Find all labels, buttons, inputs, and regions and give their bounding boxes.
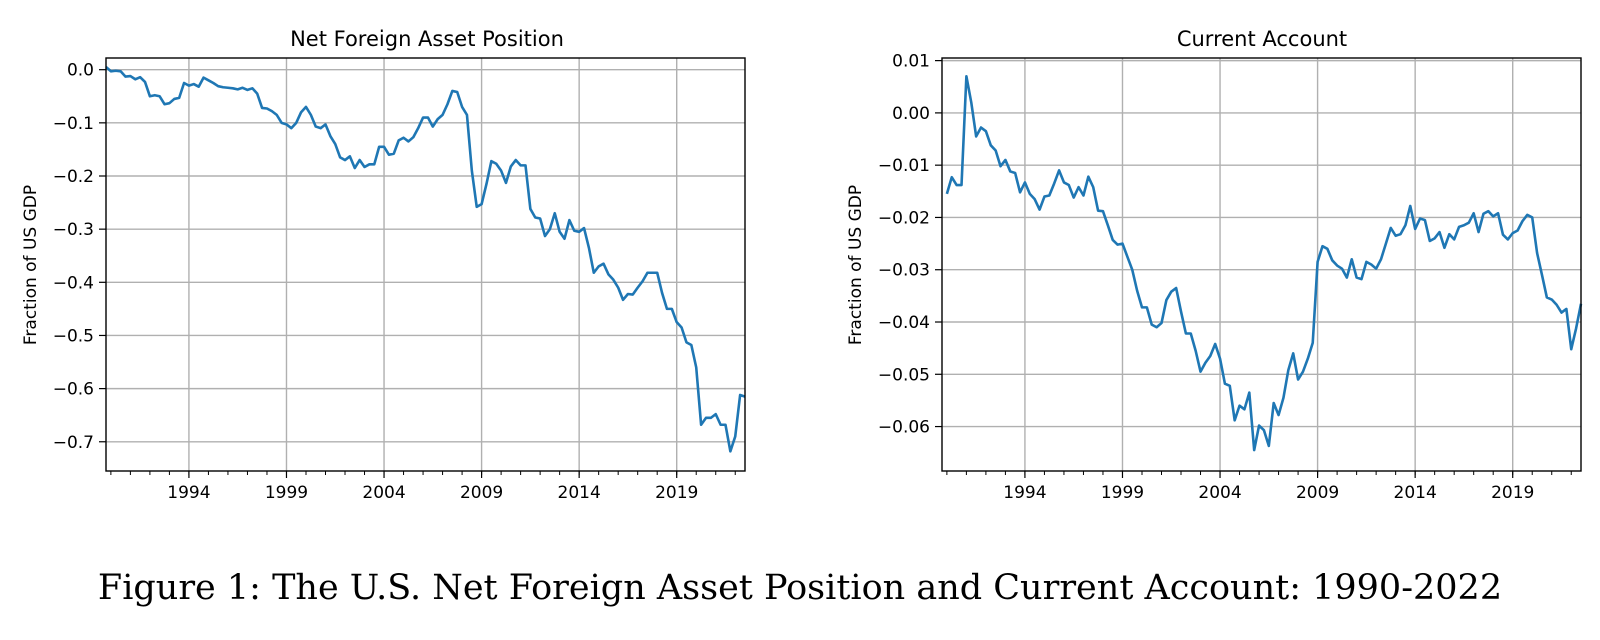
plot-frame: [941, 57, 1582, 472]
y-axis-label: Fraction of US GDP: [21, 185, 41, 345]
y-tick-label: −0.05: [878, 365, 930, 385]
y-tick-label: −0.4: [53, 273, 94, 293]
y-tick-label: 0.01: [892, 52, 930, 72]
y-tick-label: −0.04: [878, 313, 930, 333]
x-tick-label: 2004: [1198, 483, 1241, 503]
series-line: [105, 66, 746, 453]
y-tick-label: −0.1: [53, 114, 94, 134]
x-tick-label: 1999: [265, 483, 308, 503]
figure-canvas: Net Foreign Asset Position Fraction of U…: [21, 27, 1583, 503]
chart-title: Net Foreign Asset Position: [290, 27, 564, 51]
y-tick-label: 0.0: [67, 61, 94, 81]
x-tick-label: 1994: [167, 483, 210, 503]
y-tick-label: −0.7: [53, 433, 94, 453]
x-tick-label: 2019: [655, 483, 698, 503]
y-axis: 0.0 −0.1 −0.2 −0.3 −0.4 −0.5 −0.6 −0.7: [53, 61, 106, 453]
y-tick-label: −0.01: [878, 156, 930, 176]
figure-caption: Figure 1: The U.S. Net Foreign Asset Pos…: [97, 568, 1503, 608]
x-axis: 1994 1999 2004 2009 2014 2019: [110, 471, 736, 503]
x-tick-label: 2004: [362, 483, 405, 503]
y-tick-label: −0.06: [878, 418, 930, 438]
y-tick-label: −0.03: [878, 261, 930, 281]
chart-ca: Current Account Fraction of US GDP 1994 1…: [846, 27, 1583, 503]
series-line: [945, 75, 1583, 452]
y-tick-label: −0.2: [53, 167, 94, 187]
chart-nfa: Net Foreign Asset Position Fraction of U…: [21, 27, 746, 503]
y-tick-label: −0.5: [53, 326, 94, 346]
x-tick-label: 1994: [1003, 483, 1046, 503]
y-tick-label: −0.6: [53, 380, 94, 400]
y-tick-label: −0.02: [878, 208, 930, 228]
x-axis: 1994 1999 2004 2009 2014 2019: [946, 471, 1572, 503]
chart-title: Current Account: [1177, 27, 1347, 51]
x-tick-label: 1999: [1101, 483, 1144, 503]
y-tick-label: −0.3: [53, 220, 94, 240]
y-tick-label: 0.00: [892, 104, 930, 124]
grid: [942, 58, 1581, 471]
y-axis-label: Fraction of US GDP: [846, 185, 866, 345]
x-tick-label: 2009: [1296, 483, 1339, 503]
x-tick-label: 2014: [558, 483, 601, 503]
x-tick-label: 2014: [1394, 483, 1437, 503]
x-tick-label: 2019: [1491, 483, 1534, 503]
plot-frame: [105, 57, 746, 472]
y-axis: 0.01 0.00 −0.01 −0.02 −0.03 −0.04 −0.05 −0.06: [878, 52, 942, 438]
grid: [106, 58, 745, 471]
x-tick-label: 2009: [460, 483, 503, 503]
